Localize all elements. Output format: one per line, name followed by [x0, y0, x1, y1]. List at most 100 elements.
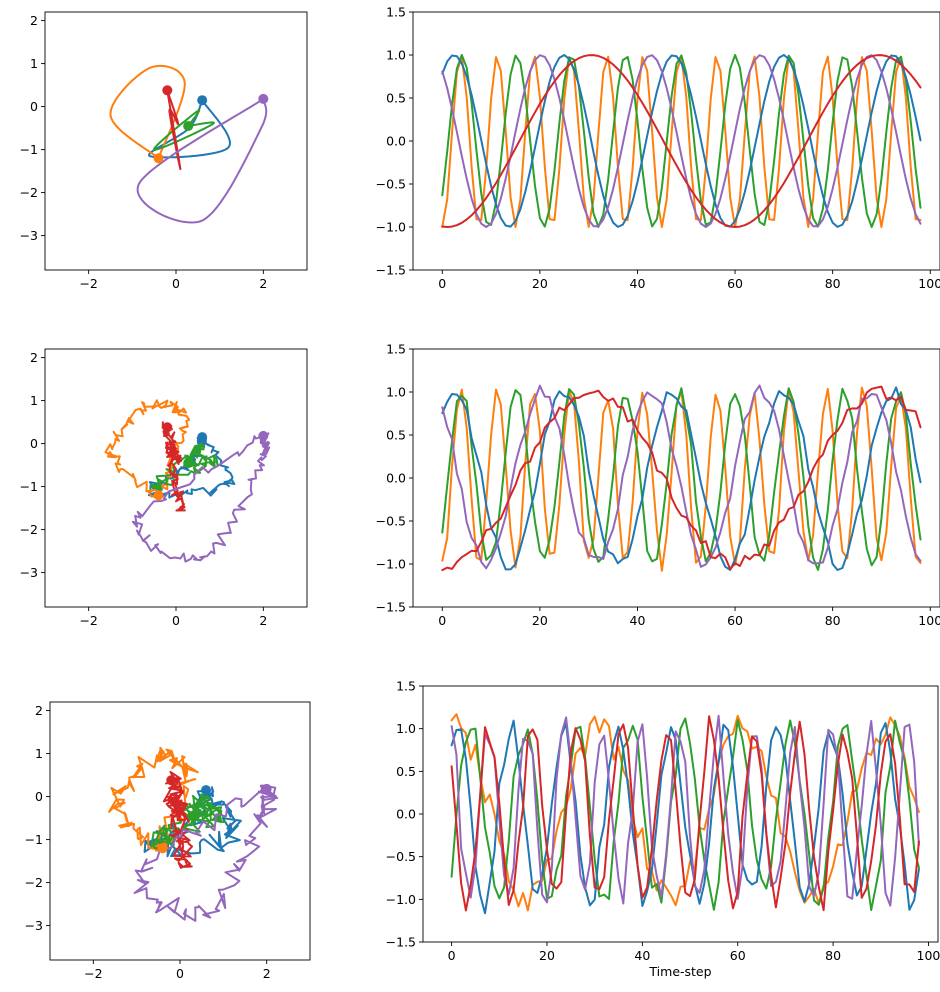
- trajectory-3-panel: −2 0 2 −3 −2 −1 0 1 2: [25, 701, 311, 981]
- time-series-1-x-tick-label: 60: [727, 276, 743, 291]
- time-series-3-y-tick-label: 1.0: [396, 721, 416, 736]
- trajectory-2-y-tick-label: −1: [20, 479, 38, 494]
- time-series-2-series-orange: [441, 386, 922, 572]
- time-series-2-y-tick-label: 0.5: [386, 428, 406, 443]
- trajectory-3-y-tick-label: 1: [35, 746, 43, 761]
- time-series-3-series-blue: [450, 719, 920, 915]
- time-series-3-x-tick-label: 60: [730, 948, 746, 963]
- trajectory-1-series-red: [166, 89, 182, 171]
- trajectory-2-series-orange: [104, 399, 191, 499]
- trajectory-1-panel: −2 0 2 −3 −2 −1 0 1 2: [20, 11, 308, 291]
- trajectory-2-x-tick-label: −2: [79, 613, 97, 628]
- trajectory-3-series-orange: [108, 746, 199, 852]
- time-series-3-y-tick-label: −1.5: [386, 935, 416, 950]
- trajectory-3-plot-area: [108, 746, 279, 922]
- trajectory-3-x-tick-label: −2: [84, 966, 102, 981]
- time-series-3-x-tick-label: 20: [539, 948, 555, 963]
- time-series-2-series-purple: [441, 384, 922, 570]
- trajectory-2-x-tick-label: 0: [172, 613, 180, 628]
- trajectory-2-series-purple: [131, 432, 271, 563]
- time-series-3-x-tick-label: 80: [825, 948, 841, 963]
- time-series-2-x-tick-label: 80: [825, 613, 841, 628]
- time-series-3-x-tick-label: 0: [448, 948, 456, 963]
- trajectory-3-start-marker-red: [166, 775, 177, 786]
- trajectory-3-y-tick-label: −3: [25, 918, 43, 933]
- time-series-1-y-tick-label: −0.5: [376, 177, 406, 192]
- time-series-1-series-red: [441, 54, 922, 228]
- trajectory-2-x-tick-label: 2: [259, 613, 267, 628]
- time-series-2-series-red: [441, 385, 922, 572]
- time-series-1-y-tick-label: −1.5: [376, 263, 406, 278]
- trajectory-3-series-red: [162, 771, 194, 869]
- time-series-2-x-tick-label: 0: [438, 613, 446, 628]
- time-series-1-y-tick-label: 1.0: [386, 48, 406, 63]
- trajectory-1-start-marker-orange: [153, 153, 164, 164]
- time-series-1-x-tick-label: 0: [438, 276, 446, 291]
- trajectory-2-y-tick-label: 2: [30, 350, 38, 365]
- time-series-3-x-axis-label: Time-step: [648, 964, 711, 979]
- time-series-2-panel: 0 20 40 60 80 100 −1.5 −1.0 −0.5 0.0 0.5 1.0 1.5: [376, 342, 940, 628]
- time-series-1-y-tick-label: 1.5: [386, 5, 406, 20]
- time-series-1-series-blue: [441, 54, 922, 228]
- trajectory-3-start-marker-purple: [261, 783, 272, 794]
- time-series-2-y-tick-label: −1.5: [376, 600, 406, 615]
- trajectory-3-y-tick-label: 2: [35, 703, 43, 718]
- time-series-3-y-tick-label: −1.0: [386, 892, 416, 907]
- time-series-3-panel: 0 20 40 60 80 100 −1.5 −1.0 −0.5 0.0 0.5 1.0 1.5 Time…: [386, 679, 940, 980]
- trajectory-2-start-marker-red: [162, 422, 173, 433]
- time-series-3-series-green: [450, 717, 920, 912]
- trajectory-2-series-red: [161, 421, 186, 512]
- trajectory-1-start-marker-purple: [258, 93, 269, 104]
- time-series-2-y-tick-label: 0.0: [386, 471, 406, 486]
- time-series-1-y-tick-label: −1.0: [376, 220, 406, 235]
- trajectory-2-y-tick-label: −2: [20, 522, 38, 537]
- trajectory-3-start-marker-blue: [201, 785, 211, 796]
- trajectory-3-start-marker-green: [187, 811, 198, 821]
- time-series-3-y-tick-label: 1.5: [396, 679, 416, 694]
- time-series-1-series-purple: [441, 54, 922, 228]
- time-series-3-y-tick-label: −0.5: [386, 849, 416, 864]
- trajectory-3-series-purple: [133, 784, 279, 922]
- trajectory-1-plot-area: [109, 64, 268, 224]
- trajectory-2-y-tick-label: −3: [20, 565, 38, 580]
- trajectory-1-x-tick-label: 0: [172, 276, 180, 291]
- trajectory-1-y-tick-label: 1: [30, 56, 38, 71]
- time-series-3-plot-area: [450, 713, 920, 915]
- time-series-2-x-tick-label: 20: [532, 613, 548, 628]
- trajectory-3-x-tick-label: 0: [176, 966, 184, 981]
- time-series-1-x-tick-label: 80: [825, 276, 841, 291]
- trajectory-1-series-purple: [136, 97, 268, 224]
- time-series-2-plot-area: [441, 384, 922, 572]
- trajectory-3-y-tick-label: −2: [25, 875, 43, 890]
- trajectory-3-y-tick-label: 0: [35, 789, 43, 804]
- trajectory-1-y-tick-label: −1: [20, 142, 38, 157]
- time-series-2-series-blue: [441, 386, 922, 571]
- time-series-3-series-purple: [450, 714, 920, 907]
- time-series-3-series-red: [450, 715, 920, 912]
- time-series-3-y-tick-label: 0.0: [396, 807, 416, 822]
- time-series-1-y-tick-label: 0.5: [386, 91, 406, 106]
- trajectory-2-series-green: [150, 442, 219, 492]
- time-series-1-x-tick-label: 100: [918, 276, 940, 291]
- time-series-2-x-tick-label: 100: [918, 613, 940, 628]
- time-series-2-series-green: [441, 387, 922, 571]
- trajectory-1-y-tick-label: 2: [30, 13, 38, 28]
- trajectory-1-series-green: [153, 109, 215, 151]
- trajectory-2-y-tick-label: 1: [30, 393, 38, 408]
- trajectory-2-start-marker-orange: [153, 490, 164, 501]
- time-series-1-x-tick-label: 40: [630, 276, 646, 291]
- trajectory-2-start-marker-blue: [197, 432, 208, 443]
- trajectory-1-y-tick-label: 0: [30, 99, 38, 114]
- trajectory-1-y-tick-label: −3: [20, 228, 38, 243]
- trajectory-3-y-tick-label: −1: [25, 832, 43, 847]
- time-series-2-y-tick-label: −1.0: [376, 557, 406, 572]
- trajectory-2-panel: −2 0 2 −3 −2 −1 0 1 2: [20, 348, 308, 628]
- time-series-1-panel: 0 20 40 60 80 100 −1.5 −1.0 −0.5 0.0 0.5 1.0 1.5: [376, 5, 940, 291]
- trajectory-2-y-tick-label: 0: [30, 436, 38, 451]
- trajectory-2-start-marker-purple: [258, 430, 269, 441]
- trajectory-3-start-marker-orange: [157, 843, 168, 854]
- time-series-1-x-tick-label: 20: [532, 276, 548, 291]
- time-series-1-axes-frame: [412, 11, 940, 271]
- trajectory-2-plot-area: [104, 399, 271, 563]
